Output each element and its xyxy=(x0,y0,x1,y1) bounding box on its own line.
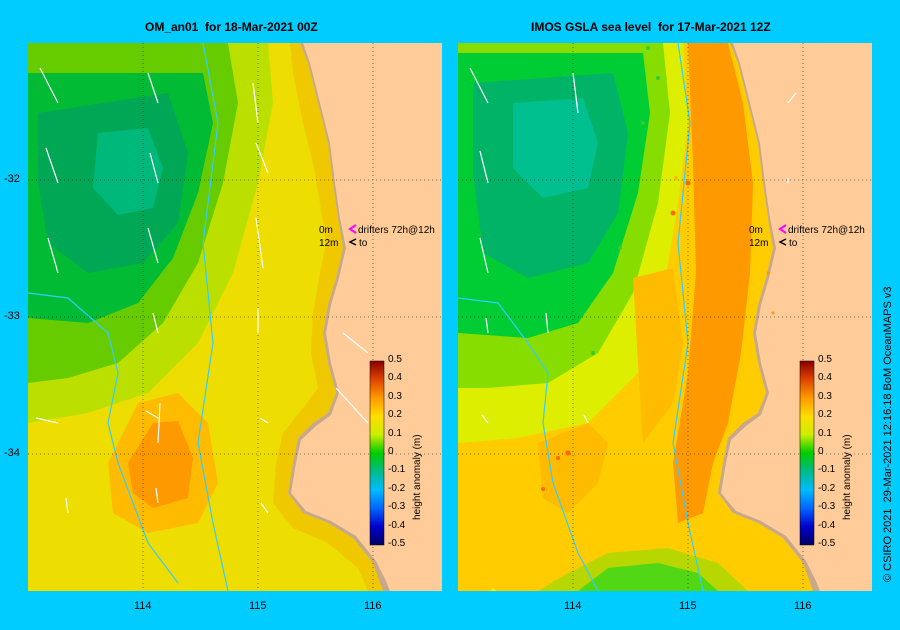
legend-row1-depth: 0m xyxy=(319,225,333,236)
lat-tick: -34 xyxy=(4,447,20,459)
warm-filament xyxy=(633,268,683,443)
contour-band xyxy=(93,128,163,215)
lon-tick: 116 xyxy=(794,600,812,612)
colorbar-tick-label: -0.3 xyxy=(818,501,836,513)
legend-row1-arrow xyxy=(348,224,357,234)
warm-shelf-current xyxy=(673,43,753,523)
warm-eddy-core xyxy=(128,421,193,508)
lon-tick: 115 xyxy=(249,600,267,612)
colorbar xyxy=(799,360,815,546)
legend-row2-arrow xyxy=(348,238,357,246)
colorbar-tick-label: -0.3 xyxy=(388,501,406,513)
colorbar xyxy=(369,360,385,546)
legend-row2-text: to xyxy=(789,238,798,249)
colorbar-tick-label: 0.3 xyxy=(388,390,402,402)
colorbar-tick-label: -0.5 xyxy=(818,538,836,549)
colorbar-tick-label: -0.4 xyxy=(818,519,836,531)
lat-tick: -32 xyxy=(4,173,20,185)
colorbar-tick-label: 0.2 xyxy=(388,409,402,421)
colorbar-tick-label: 0 xyxy=(388,446,394,457)
legend-row2-depth: 12m xyxy=(749,238,768,249)
legend-row1-depth: 0m xyxy=(749,225,763,236)
right-map-panel: 0m drifters 72h@12h 12m to xyxy=(458,43,872,591)
colorbar-tick-label: -0.4 xyxy=(388,519,406,531)
legend-row1-text: drifters 72h@12h xyxy=(788,225,865,236)
lat-tick: -33 xyxy=(4,310,20,322)
lon-tick: 114 xyxy=(564,600,582,612)
colorbar-tick-label: -0.5 xyxy=(388,538,406,549)
colorbar-tick-label: -0.2 xyxy=(388,482,406,494)
colorbar-left-title: height anomaly (m) xyxy=(412,434,423,520)
lon-tick: 115 xyxy=(679,600,697,612)
colorbar-right-title: height anomaly (m) xyxy=(842,434,853,520)
bathymetry-contour xyxy=(28,292,179,584)
colorbar-tick-label: -0.1 xyxy=(388,464,406,476)
colorbar-tick-label: 0.4 xyxy=(388,372,402,384)
drifter-vectors xyxy=(35,67,369,514)
legend-row1-arrow xyxy=(778,224,787,234)
colorbar-tick-label: 0.1 xyxy=(818,427,832,439)
colorbar-tick-label: 0 xyxy=(818,446,824,457)
colorbar-tick-label: 0.4 xyxy=(818,372,832,384)
legend-row2-depth: 12m xyxy=(319,238,338,249)
colorbar-tick-label: 0.2 xyxy=(818,409,832,421)
lon-tick: 114 xyxy=(134,600,152,612)
colorbar-tick-label: -0.2 xyxy=(818,482,836,494)
legend-row1-text: drifters 72h@12h xyxy=(358,225,435,236)
bathymetry-contour xyxy=(458,297,599,591)
drifter-vectors xyxy=(469,67,797,424)
colorbar-tick-label: 0.1 xyxy=(388,427,402,439)
bathymetry-contour xyxy=(197,43,229,591)
left-panel-title: OM_an01 for 18-Mar-2021 00Z xyxy=(145,20,318,34)
colorbar-tick-label: 0.5 xyxy=(818,354,832,365)
contour-band xyxy=(513,98,598,198)
colorbar-tick-label: -0.1 xyxy=(818,464,836,476)
lon-tick: 116 xyxy=(364,600,382,612)
observation-dots xyxy=(490,46,775,591)
colorbar-tick-label: 0.5 xyxy=(388,354,402,365)
legend-row2-text: to xyxy=(359,238,368,249)
left-map-panel: 0m drifters 72h@12h 12m to xyxy=(28,43,442,591)
credit-text: © CSIRO 2021 29-Mar-2021 12:16:18 BoM Oc… xyxy=(882,286,894,582)
colorbar-tick-label: 0.3 xyxy=(818,390,832,402)
right-panel-title: IMOS GSLA sea level for 17-Mar-2021 12Z xyxy=(531,20,771,34)
legend-row2-arrow xyxy=(778,238,787,246)
